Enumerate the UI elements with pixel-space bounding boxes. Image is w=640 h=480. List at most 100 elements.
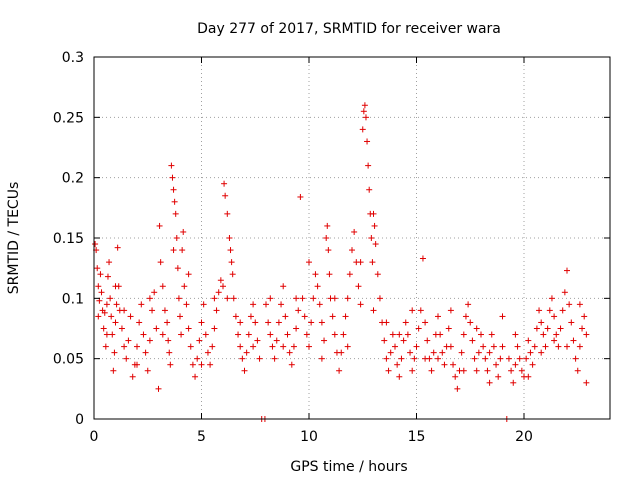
data-point <box>100 325 107 332</box>
data-point <box>376 295 383 302</box>
data-point <box>361 102 368 109</box>
data-point <box>473 325 480 332</box>
data-point <box>417 307 424 314</box>
data-point <box>159 283 166 290</box>
data-point <box>331 331 338 338</box>
data-point <box>198 319 205 326</box>
data-point <box>101 309 108 316</box>
data-point <box>151 289 158 296</box>
data-point <box>460 331 467 338</box>
data-point <box>514 343 521 350</box>
data-point <box>263 301 269 308</box>
data-point <box>366 186 373 193</box>
data-points <box>92 102 590 422</box>
data-point <box>134 343 140 350</box>
data-point <box>290 343 297 350</box>
data-point <box>531 343 538 350</box>
data-point <box>435 313 441 320</box>
data-point <box>548 295 555 302</box>
data-point <box>359 126 366 133</box>
data-point <box>579 325 586 332</box>
data-point <box>293 325 300 332</box>
data-point <box>142 349 149 356</box>
data-point <box>278 301 285 308</box>
data-point <box>383 355 390 362</box>
data-point <box>381 337 388 344</box>
data-point <box>202 331 209 338</box>
data-point <box>288 361 295 368</box>
data-point <box>525 337 532 344</box>
data-point <box>371 222 378 229</box>
data-point <box>564 267 570 274</box>
data-point <box>374 271 381 278</box>
data-point <box>540 331 547 338</box>
data-point <box>329 313 336 320</box>
data-point <box>215 289 222 296</box>
y-tick-label: 0.1 <box>62 291 84 307</box>
data-point <box>422 355 429 362</box>
data-point <box>189 361 196 368</box>
data-point <box>557 325 564 332</box>
data-point <box>505 355 512 362</box>
data-point <box>400 337 407 344</box>
data-point <box>127 313 134 320</box>
data-point <box>121 307 128 314</box>
data-point <box>295 307 302 314</box>
x-tick-label: 15 <box>408 429 426 445</box>
data-point <box>153 325 160 332</box>
data-point <box>275 319 282 326</box>
data-point <box>583 331 590 338</box>
data-point <box>265 319 272 326</box>
data-point <box>527 349 534 356</box>
data-point <box>284 331 291 338</box>
data-point <box>273 337 280 344</box>
data-point <box>174 265 181 272</box>
data-point <box>475 349 482 356</box>
data-point <box>546 307 553 314</box>
data-point <box>574 367 581 374</box>
data-point <box>167 361 174 368</box>
x-tick-label: 10 <box>300 429 318 445</box>
data-point <box>207 361 214 368</box>
data-point <box>175 295 182 302</box>
data-point <box>342 313 349 320</box>
data-point <box>252 319 259 326</box>
data-point <box>533 325 540 332</box>
data-point <box>467 319 474 326</box>
data-point <box>551 337 558 344</box>
data-point <box>555 343 562 350</box>
data-point <box>445 325 452 332</box>
data-point <box>383 319 390 326</box>
data-point <box>402 319 409 326</box>
data-point <box>157 259 164 266</box>
data-point <box>198 361 205 368</box>
data-point <box>338 349 345 356</box>
data-point <box>134 361 140 368</box>
data-point <box>398 355 405 362</box>
data-point <box>323 235 330 241</box>
data-point <box>192 373 199 380</box>
data-point <box>430 349 437 356</box>
gridlines <box>94 57 610 419</box>
data-point <box>365 162 372 169</box>
data-point <box>166 349 173 356</box>
data-point <box>280 283 287 290</box>
data-point <box>529 361 536 368</box>
data-point <box>499 313 506 320</box>
data-point <box>146 295 153 302</box>
data-point <box>306 343 312 350</box>
data-point <box>516 355 523 362</box>
data-point <box>368 235 375 241</box>
data-point <box>325 247 332 254</box>
data-point <box>559 307 566 314</box>
data-point <box>428 367 435 374</box>
y-tick-label: 0.05 <box>53 352 84 368</box>
data-point <box>112 319 119 326</box>
data-point <box>419 255 426 262</box>
data-point <box>465 301 472 308</box>
data-point <box>370 210 377 217</box>
data-point <box>486 379 493 386</box>
data-point <box>460 367 467 374</box>
y-tick-label: 0.25 <box>53 110 84 126</box>
data-point <box>564 343 570 350</box>
